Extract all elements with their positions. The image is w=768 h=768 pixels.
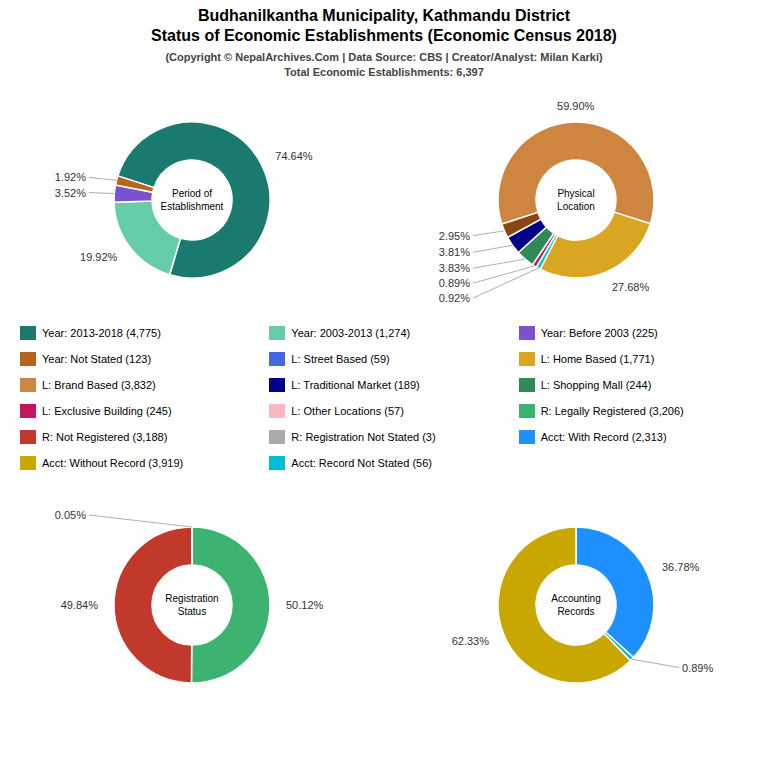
html-text:L: Shopping Mall (244): L: Shopping Mall (244) (540, 379, 652, 391)
svg-text:50.12%: 50.12% (286, 599, 324, 611)
svg-text:1.92%: 1.92% (55, 171, 86, 183)
html-text:R: Registration Not Stated (3): R: Registration Not Stated (3) (291, 431, 436, 443)
html-text:Budhanilkantha Municipality, K: Budhanilkantha Municipality, Kathmandu D… (151, 7, 617, 44)
svg-text:49.84%: 49.84% (61, 599, 99, 611)
html-text:Year: Not Stated (123): Year: Not Stated (123) (42, 353, 152, 365)
html-text:Registration Status: Registration Status (165, 593, 219, 617)
html-text:R: Legally Registered (3,206): R: Legally Registered (3,206) (540, 405, 684, 417)
html-text:Accounting Records: Accounting Records (551, 593, 601, 617)
html-text:Year: 2013-2018 (4,775): Year: 2013-2018 (4,775) (42, 327, 161, 339)
svg-text:3.81%: 3.81% (439, 246, 470, 258)
svg-text:0.89%: 0.89% (439, 277, 470, 289)
svg-text:74.64%: 74.64% (275, 150, 313, 162)
svg-text:3.52%: 3.52% (55, 187, 86, 199)
svg-text:2.95%: 2.95% (439, 230, 470, 242)
html-text:R: Not Registered (3,188): R: Not Registered (3,188) (42, 431, 168, 443)
html-text:Acct: With Record (2,313): Acct: With Record (2,313) (540, 431, 667, 443)
html-text:Year: 2003-2013 (1,274): Year: 2003-2013 (1,274) (291, 327, 411, 339)
html-text:L: Other Locations (57): L: Other Locations (57) (291, 405, 404, 417)
html-text:L: Street Based (59): L: Street Based (59) (291, 353, 390, 365)
svg-text:0.05%: 0.05% (55, 509, 86, 521)
html-text:Period of Establishment: Period of Establishment (160, 188, 224, 212)
svg-text:0.89%: 0.89% (682, 662, 713, 674)
html-text:L: Home Based (1,771): L: Home Based (1,771) (540, 353, 655, 365)
svg-text:3.83%: 3.83% (439, 262, 470, 274)
html-text:Acct: Without Record (3,919): Acct: Without Record (3,919) (42, 457, 184, 469)
svg-text:0.92%: 0.92% (439, 292, 470, 304)
html-text:L: Traditional Market (189): L: Traditional Market (189) (291, 379, 420, 391)
html-text:Physical Location: Physical Location (557, 188, 595, 212)
html-text:(Copyright © NepalArchives.Com: (Copyright © NepalArchives.Com | Data So… (165, 51, 603, 78)
svg-text:27.68%: 27.68% (612, 281, 650, 293)
svg-text:62.33%: 62.33% (452, 635, 490, 647)
html-text:L: Brand Based (3,832): L: Brand Based (3,832) (42, 379, 156, 391)
svg-text:36.78%: 36.78% (662, 561, 700, 573)
html-text:Year: Before 2003 (225): Year: Before 2003 (225) (540, 327, 658, 339)
svg-text:19.92%: 19.92% (80, 251, 118, 263)
svg-text:59.90%: 59.90% (557, 100, 595, 112)
html-text:L: Exclusive Building (245): L: Exclusive Building (245) (42, 405, 172, 417)
html-text:Acct: Record Not Stated (56): Acct: Record Not Stated (56) (291, 457, 432, 469)
